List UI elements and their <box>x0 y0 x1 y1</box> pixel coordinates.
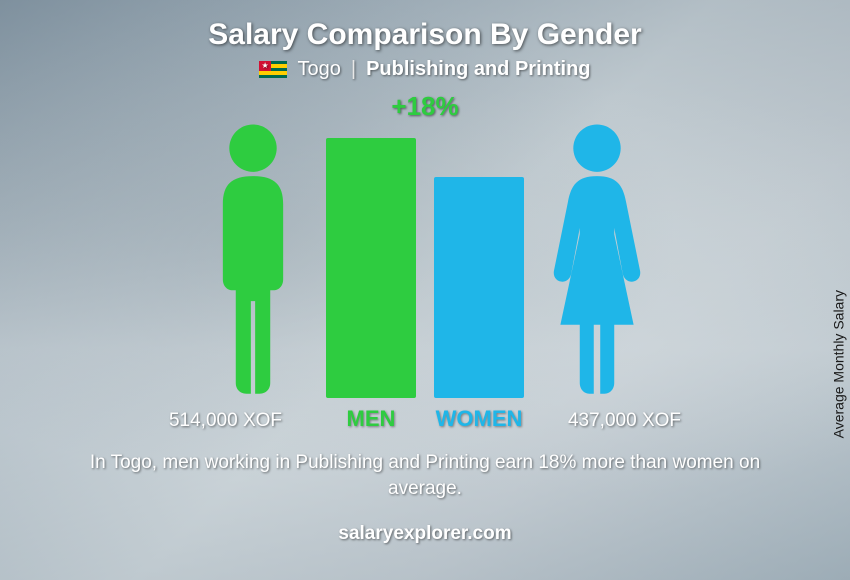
subtitle-row: ★ Togo | Publishing and Printing <box>259 58 590 81</box>
page-title: Salary Comparison By Gender <box>208 18 641 52</box>
togo-flag-icon: ★ <box>259 61 287 79</box>
men-salary-bar <box>326 138 416 398</box>
chart-area <box>198 118 652 398</box>
country-label: Togo <box>297 58 340 81</box>
men-label: MEN <box>326 406 416 432</box>
flag-canton: ★ <box>259 61 270 72</box>
flag-stripe-5 <box>259 75 287 79</box>
industry-label: Publishing and Printing <box>366 58 590 81</box>
summary-text: In Togo, men working in Publishing and P… <box>65 450 785 501</box>
labels-row: 514,000 XOF MEN WOMEN 437,000 XOF <box>143 406 707 432</box>
men-salary-value: 514,000 XOF <box>143 410 308 432</box>
infographic-container: Salary Comparison By Gender ★ Togo | Pub… <box>0 0 850 580</box>
source-attribution: salaryexplorer.com <box>338 523 511 545</box>
male-person-icon <box>198 118 308 398</box>
female-person-icon <box>542 118 652 398</box>
women-label: WOMEN <box>434 406 524 432</box>
subtitle-divider: | <box>351 58 356 81</box>
women-salary-value: 437,000 XOF <box>542 410 707 432</box>
women-salary-bar <box>434 177 524 398</box>
y-axis-label: Average Monthly Salary <box>830 290 846 438</box>
